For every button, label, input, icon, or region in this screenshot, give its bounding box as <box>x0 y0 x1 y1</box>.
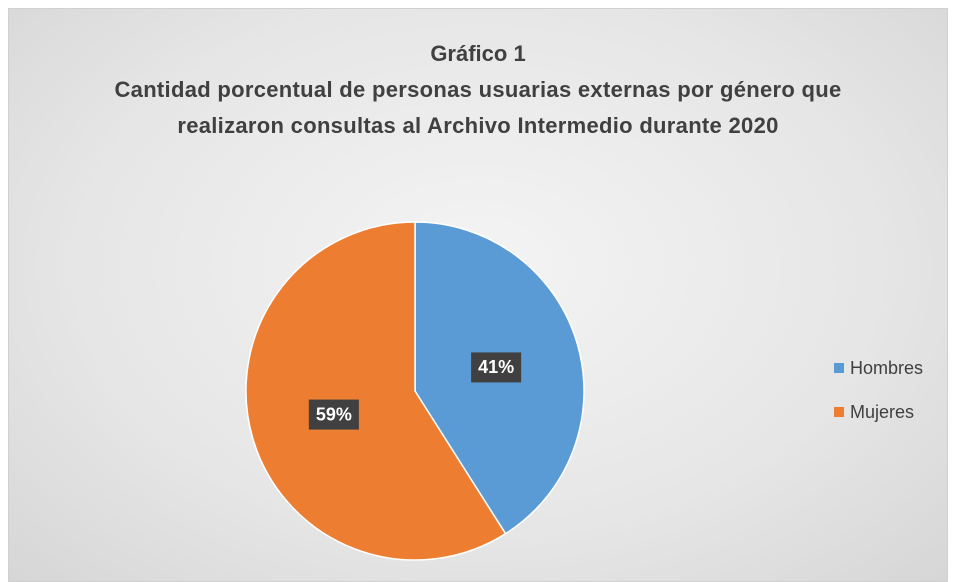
legend-swatch <box>834 407 844 417</box>
data-label: 59% <box>316 404 352 424</box>
legend-label: Hombres <box>850 358 923 378</box>
data-label-box <box>308 399 359 430</box>
pie-slice <box>245 221 507 561</box>
legend-swatch <box>834 363 844 373</box>
data-label-box <box>471 352 522 383</box>
titles: Gráfico 1 Cantidad porcentual de persona… <box>98 36 858 144</box>
data-label: 41% <box>478 357 514 377</box>
legend-label: Mujeres <box>850 402 914 422</box>
chart-title: Gráfico 1 <box>430 41 526 66</box>
chart-subtitle: Cantidad porcentual de personas usuarias… <box>114 77 842 138</box>
